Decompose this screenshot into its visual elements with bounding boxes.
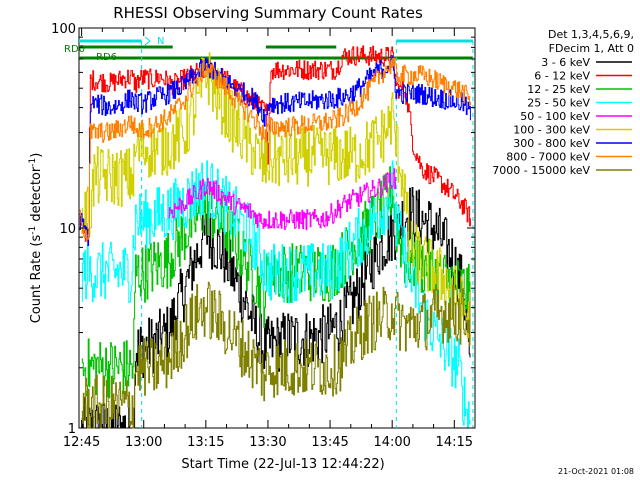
legend-entry-label: 800 - 7000 keV — [506, 151, 590, 164]
legend-entry-label: 7000 - 15000 keV — [492, 164, 590, 177]
y-axis-label: Count Rate (s-1 detector-1) — [28, 153, 44, 324]
legend-entry-label: 25 - 50 keV — [527, 97, 590, 110]
series-line-800-7000-kev — [79, 58, 471, 242]
x-axis-label: Start Time (22-Jul-13 12:44:22) — [181, 457, 384, 472]
y-axis-label-main: Count Rate (s — [29, 235, 44, 324]
legend-entry-label: 300 - 800 keV — [513, 137, 590, 150]
series-300-800-kev — [79, 55, 471, 246]
y-axis-label-sup2: -1 — [28, 158, 38, 167]
series-layer — [79, 45, 471, 429]
series-7000-15000-kev — [81, 281, 471, 429]
legend-entry-label: 6 - 12 keV — [534, 70, 590, 83]
x-tick-label: 13:00 — [125, 435, 162, 450]
y-axis-label-close: ) — [29, 153, 44, 158]
legend-header-line: FDecim 1, Att 0 — [549, 42, 634, 55]
status-label-rd6: RD6 — [96, 52, 117, 63]
series-3-6-kev — [81, 187, 471, 429]
series-line-50-100-kev — [168, 168, 396, 231]
y-tick-label: 10 — [59, 222, 76, 237]
x-tick-label: 13:15 — [187, 435, 224, 450]
status-label-rd0: RD0 — [64, 44, 85, 55]
x-tick-label: 12:45 — [63, 435, 100, 450]
series-line-3-6-kev — [81, 187, 471, 429]
x-tick-label: 13:45 — [311, 435, 348, 450]
legend-entry-label: 12 - 25 keV — [527, 83, 590, 96]
x-tick-label: 14:15 — [436, 435, 473, 450]
status-label-n: N — [157, 36, 164, 47]
x-tick-label: 13:30 — [249, 435, 286, 450]
footer-timestamp: 21-Oct-2021 01:08 — [558, 467, 634, 476]
chart-title: RHESSI Observing Summary Count Rates — [113, 4, 423, 22]
night-arrow-icon — [144, 36, 151, 46]
series-line-100-300-kev — [81, 52, 471, 346]
legend-entry-label: 3 - 6 keV — [541, 56, 590, 69]
y-tick-label: 100 — [51, 22, 76, 37]
y-axis-label-sup: -1 — [28, 226, 38, 235]
legend-header-line: Det 1,3,4,5,6,9, — [548, 28, 634, 41]
series-50-100-kev — [168, 168, 396, 231]
series-100-300-kev — [81, 52, 471, 346]
x-tick-label: 14:00 — [373, 435, 410, 450]
series-800-7000-kev — [79, 58, 471, 242]
series-25-50-kev — [81, 160, 471, 429]
series-line-7000-15000-kev — [81, 281, 471, 429]
legend-entry-label: 100 - 300 keV — [513, 124, 590, 137]
y-axis-label-tail: detector — [29, 166, 44, 226]
series-line-300-800-kev — [79, 55, 471, 246]
y-tick-label: 1 — [68, 422, 76, 437]
axes: 12:45 13:00 13:15 13:30 13:45 14:00 14:15 1 10 10… — [51, 22, 476, 450]
legend-entry-label: 50 - 100 keV — [520, 110, 590, 123]
legend: Det 1,3,4,5,6,9,FDecim 1, Att 03 - 6 keV… — [492, 28, 634, 177]
series-line-25-50-kev — [81, 160, 471, 429]
